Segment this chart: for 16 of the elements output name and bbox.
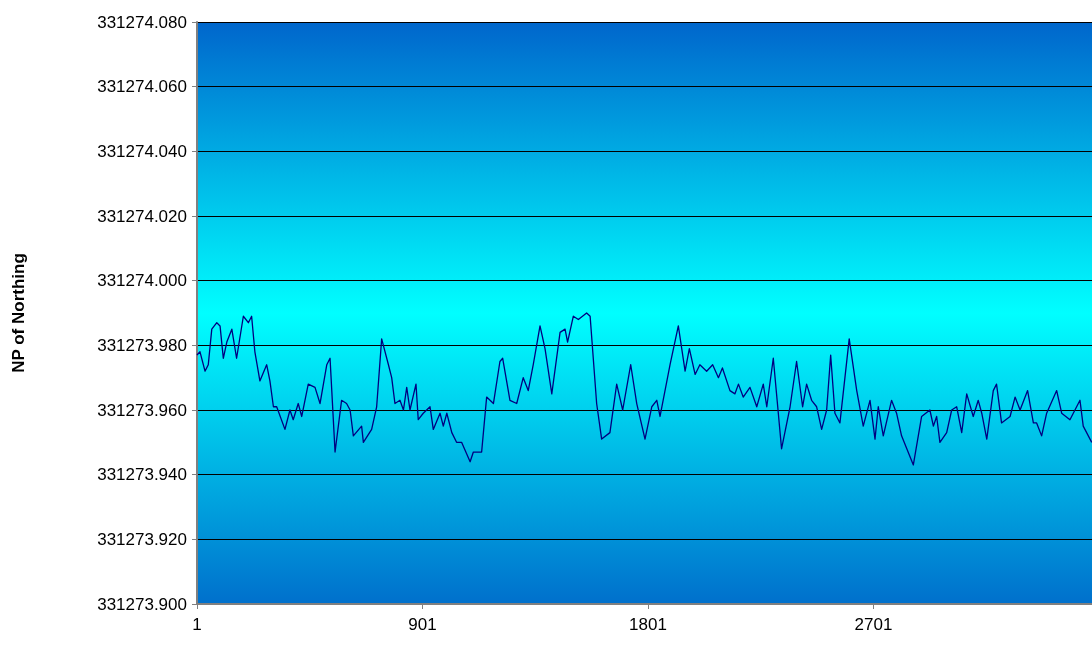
y-tick-label: 331274.020 <box>97 206 187 226</box>
y-tick-label: 331273.980 <box>97 335 187 355</box>
y-tick-label: 331274.080 <box>97 12 187 32</box>
y-tick-label: 331273.960 <box>97 400 187 420</box>
x-tick-label: 2701 <box>854 615 893 634</box>
y-tick-label: 331273.920 <box>97 529 187 549</box>
y-tick-label: 331273.940 <box>97 465 187 485</box>
y-tick-label: 331273.900 <box>97 594 187 614</box>
x-tick-label: 1801 <box>629 615 667 634</box>
x-tick-label: 901 <box>408 615 437 634</box>
line-series <box>196 312 1092 466</box>
y-axis-title: NP of Northing <box>9 253 28 373</box>
x-tick-label: 1 <box>192 615 202 634</box>
y-tick-label: 331274.060 <box>97 77 187 97</box>
y-tick-label: 331274.000 <box>97 271 187 291</box>
y-tick-label: 331274.040 <box>97 141 187 161</box>
